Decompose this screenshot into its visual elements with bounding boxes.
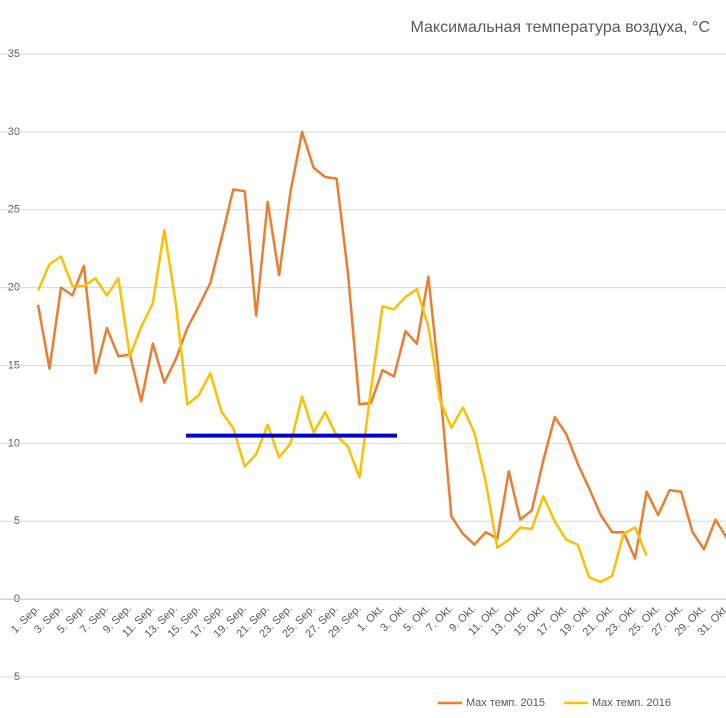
chart-title: Максимальная температура воздуха, °C bbox=[411, 19, 710, 36]
legend-label: Max темп. 2016 bbox=[592, 697, 671, 709]
legend-label: Max темп. 2015 bbox=[466, 697, 545, 709]
series-line bbox=[36, 228, 648, 584]
series-line bbox=[36, 130, 726, 560]
